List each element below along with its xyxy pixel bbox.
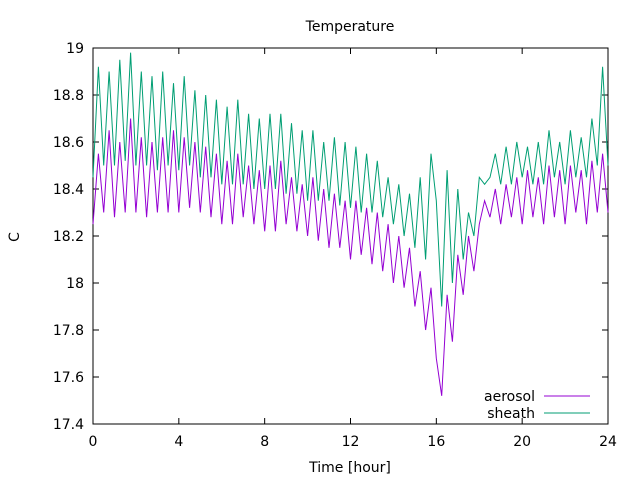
legend-label-aerosol: aerosol bbox=[484, 389, 535, 405]
y-tick-label: 18.2 bbox=[53, 229, 84, 245]
y-tick-label: 18 bbox=[66, 276, 84, 292]
y-tick-label: 17.4 bbox=[53, 417, 84, 433]
y-tick-label: 19 bbox=[66, 41, 84, 57]
plot-area-border bbox=[92, 47, 609, 425]
series-layer bbox=[92, 52, 609, 396]
x-axis-label: Time [hour] bbox=[308, 460, 391, 476]
y-tick-label: 18.8 bbox=[53, 88, 84, 104]
y-tick-label: 17.8 bbox=[53, 323, 84, 339]
y-axis-label: C bbox=[7, 232, 23, 242]
x-tick-label: 4 bbox=[174, 434, 183, 450]
x-tick-label: 20 bbox=[513, 434, 531, 450]
x-tick-label: 12 bbox=[342, 434, 360, 450]
chart-title: Temperature bbox=[305, 19, 395, 35]
series-line-sheath bbox=[92, 52, 609, 307]
x-tick-label: 24 bbox=[599, 434, 617, 450]
axis-ticks: 0 4 8 12 16 20 24 17.4 17.6 17.8 18 18.2 18.4 18.6 18.… bbox=[53, 41, 617, 450]
legend-label-sheath: sheath bbox=[487, 406, 535, 422]
y-tick-label: 17.6 bbox=[53, 370, 84, 386]
y-tick-label: 18.4 bbox=[53, 182, 84, 198]
y-tick-label: 18.6 bbox=[53, 135, 84, 151]
x-tick-label: 0 bbox=[89, 434, 98, 450]
series-line-aerosol bbox=[92, 118, 609, 396]
x-tick-label: 8 bbox=[260, 434, 269, 450]
x-tick-label: 16 bbox=[427, 434, 445, 450]
